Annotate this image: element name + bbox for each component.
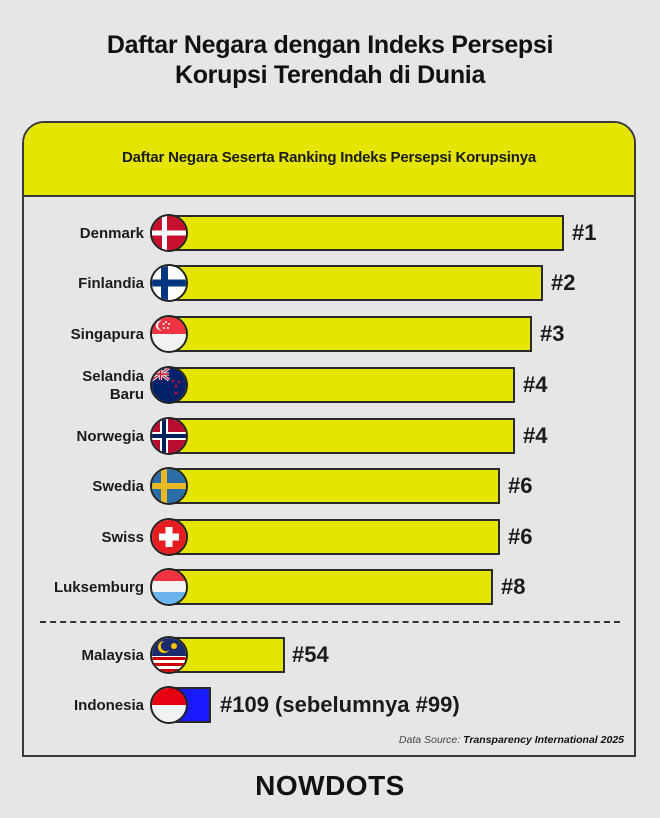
- rank-bar: [169, 468, 500, 504]
- country-label: Singapura: [70, 326, 144, 343]
- country-label: Finlandia: [78, 275, 144, 292]
- rank-bar: [169, 418, 515, 454]
- ranking-panel: Daftar Negara Seserta Ranking Indeks Per…: [22, 121, 636, 757]
- rank-bar: [169, 569, 493, 605]
- page-title: Daftar Negara dengan Indeks Persepsi Kor…: [0, 30, 660, 90]
- rank-value: #1: [572, 220, 597, 245]
- country-label: Norwegia: [76, 428, 144, 445]
- switzerland-flag-icon: [150, 518, 188, 556]
- chart-row-indonesia: Indonesia #109 (sebelumnya #99): [24, 686, 634, 727]
- rank-bar: [169, 215, 564, 251]
- country-label: Denmark: [79, 225, 144, 242]
- data-source: Data Source: Transparency International …: [399, 734, 624, 746]
- country-label: Swiss: [101, 529, 144, 546]
- chart-row-swedia: Swedia #6: [24, 467, 634, 508]
- country-label: Indonesia: [73, 697, 144, 714]
- rank-bar: [169, 316, 532, 352]
- data-source-prefix: Data Source:: [398, 734, 461, 746]
- norway-flag-icon: [150, 417, 188, 455]
- new-zealand-flag-icon: [150, 366, 188, 404]
- rank-bar: [169, 367, 515, 403]
- rank-value: #6: [508, 473, 533, 498]
- denmark-flag-icon: [150, 214, 188, 252]
- rank-value: #6: [508, 524, 533, 549]
- country-label: Luksemburg: [53, 579, 144, 596]
- rank-bar: [169, 265, 543, 301]
- data-source-name: Transparency International 2025: [463, 734, 624, 746]
- chart-row-luksemburg: Luksemburg #8: [24, 568, 634, 609]
- country-label: Selandia Baru: [82, 368, 144, 403]
- rank-value: #4: [523, 423, 548, 448]
- chart-row-denmark: Denmark #1: [24, 214, 634, 255]
- title-line-1: Daftar Negara dengan Indeks Persepsi: [106, 31, 554, 59]
- sweden-flag-icon: [150, 467, 188, 505]
- malaysia-flag-icon: [150, 636, 188, 674]
- indonesia-flag-icon: [150, 686, 188, 724]
- chart-row-norwegia: Norwegia #4: [24, 417, 634, 458]
- chart-row-swiss: Swiss #6: [24, 518, 634, 559]
- rank-value: #3: [540, 321, 565, 346]
- rank-value: #54: [292, 642, 329, 667]
- finland-flag-icon: [150, 264, 188, 302]
- rank-value: #109 (sebelumnya #99): [220, 692, 460, 717]
- rank-value: #4: [523, 372, 548, 397]
- country-label: Malaysia: [81, 647, 144, 664]
- panel-header: Daftar Negara Seserta Ranking Indeks Per…: [24, 123, 634, 197]
- rank-bar: [169, 519, 500, 555]
- chart-row-singapura: Singapura #3: [24, 315, 634, 356]
- brand-logo: NOWDOTS: [255, 770, 405, 801]
- rank-value: #8: [501, 574, 526, 599]
- panel-header-text: Daftar Negara Seserta Ranking Indeks Per…: [122, 149, 536, 166]
- chart-row-finlandia: Finlandia #2: [24, 264, 634, 305]
- rank-value: #2: [551, 270, 576, 295]
- chart-row-selandia-baru: Selandia Baru #4: [24, 366, 634, 407]
- chart-row-malaysia: Malaysia #54: [24, 636, 634, 677]
- title-line-2: Korupsi Terendah di Dunia: [174, 61, 486, 89]
- rank-bar: [169, 637, 285, 673]
- singapore-flag-icon: [150, 315, 188, 353]
- luxembourg-flag-icon: [150, 568, 188, 606]
- dashed-divider: [40, 621, 620, 623]
- country-label: Swedia: [92, 478, 144, 495]
